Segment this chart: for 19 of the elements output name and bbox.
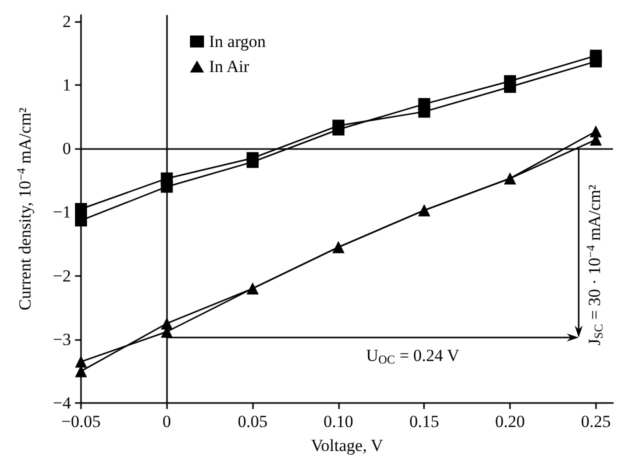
legend-label: In argon (209, 32, 266, 51)
y-tick-label: 1 (62, 75, 71, 94)
legend-label: In Air (209, 57, 250, 76)
x-tick-label: 0 (162, 412, 172, 431)
x-tick-label: 0.05 (238, 412, 268, 431)
x-axis-title: Voltage, V (310, 436, 384, 455)
x-tick-label: 0.20 (495, 412, 525, 431)
y-tick-label: 0 (62, 139, 71, 158)
x-tick-label: −0.05 (61, 412, 101, 431)
x-tick-label: 0.25 (580, 412, 611, 431)
y-tick-label: −1 (52, 202, 71, 222)
annotation: JSC = 30 · 10−4 mA/cm² (584, 184, 606, 346)
y-tick-label: −2 (52, 266, 71, 286)
y-axis-title: Current density, 10−4 mA/cm² (14, 108, 34, 310)
y-tick-label: −3 (52, 330, 71, 349)
y-tick-label: −4 (52, 394, 72, 412)
x-tick-label: 0.10 (324, 412, 354, 431)
x-tick-label: 0.15 (409, 412, 440, 431)
y-tick-label: 2 (62, 12, 71, 31)
